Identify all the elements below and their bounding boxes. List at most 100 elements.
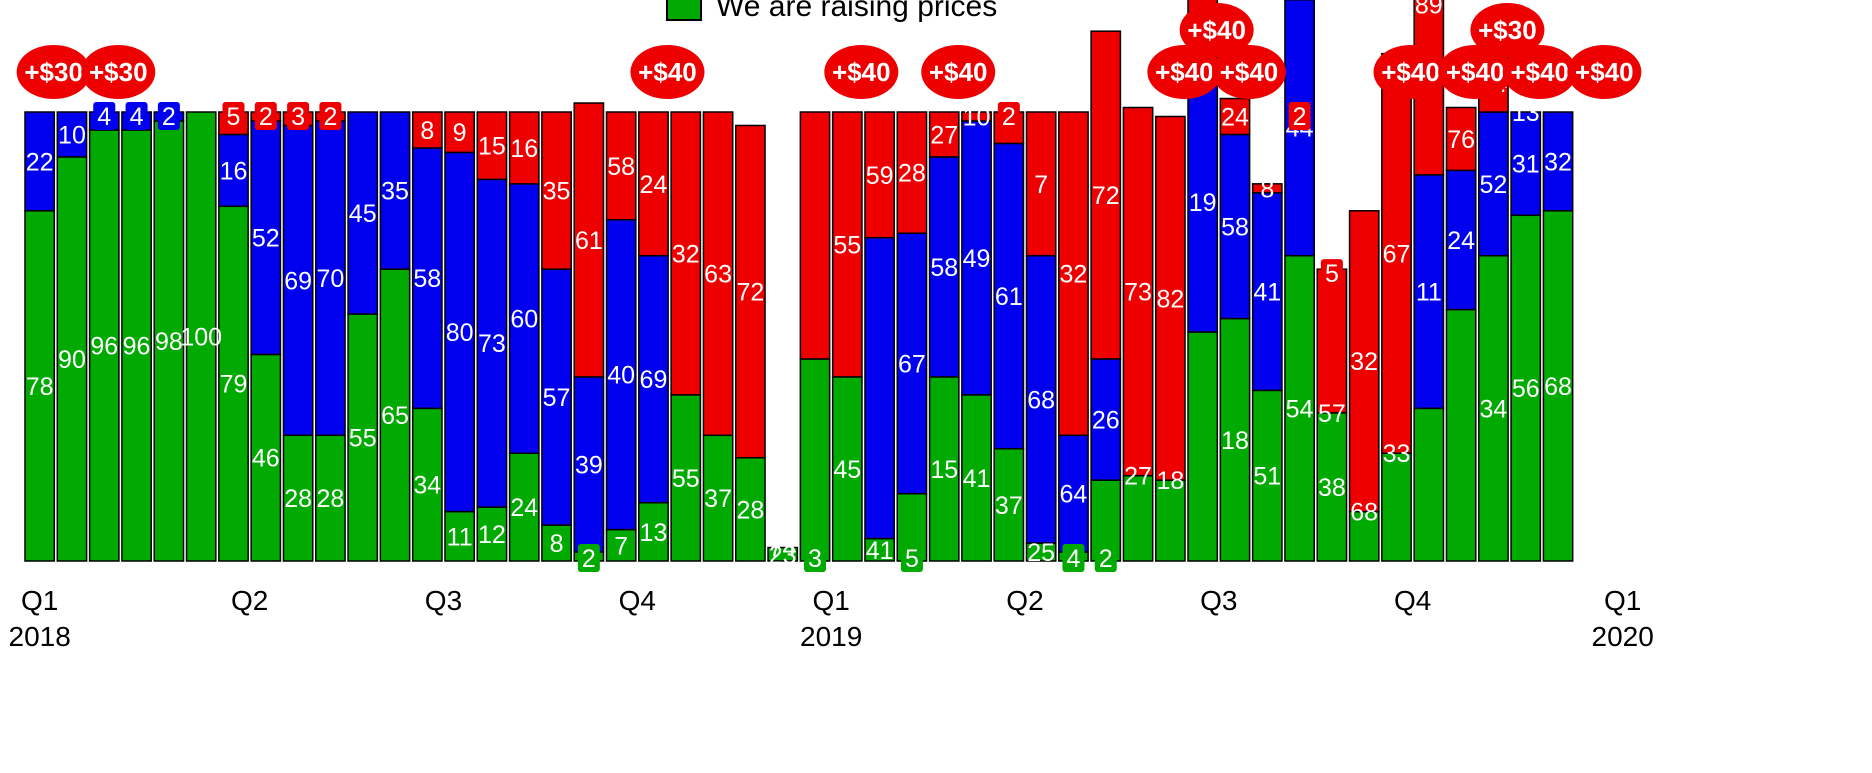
bar-segment-holding — [444, 151, 476, 513]
bar-segment-lowering — [1219, 97, 1251, 136]
bar-segment-raising — [799, 358, 831, 562]
x-tick-year: 2018 — [9, 621, 71, 652]
value-label: 2 — [323, 103, 337, 131]
value-label: 54 — [1286, 395, 1314, 423]
bar-segment-lowering — [831, 111, 863, 378]
bar-segment-lowering — [670, 111, 702, 396]
price-change-label: +$40 — [1187, 15, 1246, 45]
value-label: 45 — [833, 456, 861, 484]
bar-segment-holding — [1025, 254, 1057, 544]
bar-segment-raising — [476, 506, 508, 562]
bar-segment-lowering — [799, 111, 831, 360]
bar-segment-holding — [250, 120, 282, 356]
value-label: 49 — [963, 245, 991, 273]
bar-segment-lowering — [476, 111, 508, 181]
price-change-label: +$30 — [89, 57, 148, 87]
value-label: 78 — [26, 373, 54, 401]
value-label: 13 — [640, 519, 668, 547]
value-label: 3 — [291, 103, 305, 131]
value-label: 51 — [1253, 463, 1281, 491]
value-label: 5 — [905, 545, 919, 573]
bar-segment-holding — [864, 236, 896, 540]
value-label: 4 — [130, 103, 144, 131]
value-label: 60 — [510, 306, 538, 334]
bar-segment-holding — [993, 142, 1025, 450]
price-change-bubble — [1567, 45, 1642, 99]
bar-segment-raising — [928, 376, 960, 562]
value-label: 7 — [614, 532, 628, 560]
bar-segment-raising — [88, 129, 120, 562]
value-label: 46 — [252, 445, 280, 473]
bar-segment-holding — [1542, 111, 1574, 212]
value-label: 55 — [672, 465, 700, 493]
bar-segment-holding — [1187, 70, 1219, 333]
value-badge — [254, 102, 277, 130]
x-tick-quarter: Q3 — [1200, 585, 1237, 616]
value-label: 28 — [317, 485, 345, 513]
bar-segment-raising — [153, 120, 185, 562]
value-label: 68 — [1027, 386, 1055, 414]
legend: We are raising prices — [666, 0, 997, 23]
value-label: 67 — [1383, 240, 1411, 268]
bar-segment-holding — [928, 156, 960, 378]
price-change-label: +$40 — [929, 57, 988, 87]
legend-swatch-raising-prices — [666, 0, 702, 21]
value-label: 57 — [1318, 400, 1346, 428]
value-badge — [222, 102, 245, 130]
value-label: 26 — [1092, 407, 1120, 435]
bar-segment-raising — [1219, 317, 1251, 562]
bar-segment-holding — [508, 183, 540, 454]
value-label: 16 — [510, 135, 538, 163]
bar-segment-raising — [315, 434, 346, 562]
value-label: 5 — [227, 103, 241, 131]
bar-segment-raising — [1187, 331, 1219, 562]
bar-segment-lowering — [1251, 183, 1283, 194]
value-label: 82 — [1156, 285, 1184, 313]
value-label: 34 — [413, 472, 441, 500]
value-label: 2 — [162, 103, 176, 131]
bar-segment-holding — [605, 219, 637, 531]
value-label: 55 — [833, 231, 861, 259]
bar-segment-lowering — [573, 102, 605, 378]
value-label: 96 — [123, 332, 151, 360]
bar-segment-raising — [444, 510, 476, 562]
bar-segment-raising — [411, 407, 443, 562]
value-label: 25 — [1027, 539, 1055, 567]
value-label: 4 — [97, 103, 111, 131]
bar-segment-lowering — [928, 111, 960, 158]
bar-segment-raising — [1348, 510, 1380, 562]
value-label: 11 — [447, 523, 473, 551]
value-label: 59 — [866, 162, 894, 190]
bar-segment-lowering — [1154, 115, 1186, 481]
price-change-label: +$40 — [1510, 57, 1569, 87]
x-tick-year: 2019 — [800, 621, 862, 652]
bar-segment-lowering — [702, 111, 734, 437]
x-tick-quarter: Q4 — [619, 585, 656, 616]
bar-segment-raising — [541, 524, 572, 562]
bars-group: 7822901096496498210079165465222869328702… — [24, 0, 1574, 573]
value-label: 41 — [866, 537, 894, 565]
value-label: 76 — [1447, 126, 1475, 154]
x-tick-year: 2020 — [1592, 621, 1654, 652]
bar-segment-raising — [1445, 308, 1477, 562]
bar-segment-lowering — [1122, 106, 1154, 477]
value-label: 11 — [1416, 279, 1442, 307]
x-tick-quarter: Q3 — [425, 585, 462, 616]
value-label: 7 — [1034, 171, 1048, 199]
value-label: 69 — [284, 267, 312, 295]
price-change-label: +$40 — [1575, 57, 1634, 87]
bar-segment-raising — [605, 528, 637, 562]
value-label: 100 — [180, 324, 222, 352]
bar-segment-raising — [379, 268, 411, 562]
value-label: 58 — [413, 265, 441, 293]
value-label: 27 — [1124, 463, 1152, 491]
value-label: 34 — [1480, 395, 1508, 423]
value-label: 58 — [1221, 213, 1249, 241]
value-label: 28 — [736, 496, 764, 524]
bar-segment-raising — [1413, 407, 1445, 562]
bar-segment-lowering — [411, 111, 443, 149]
value-label: 32 — [1350, 348, 1378, 376]
value-label: 37 — [704, 485, 732, 513]
price-change-label: +$40 — [1220, 57, 1279, 87]
